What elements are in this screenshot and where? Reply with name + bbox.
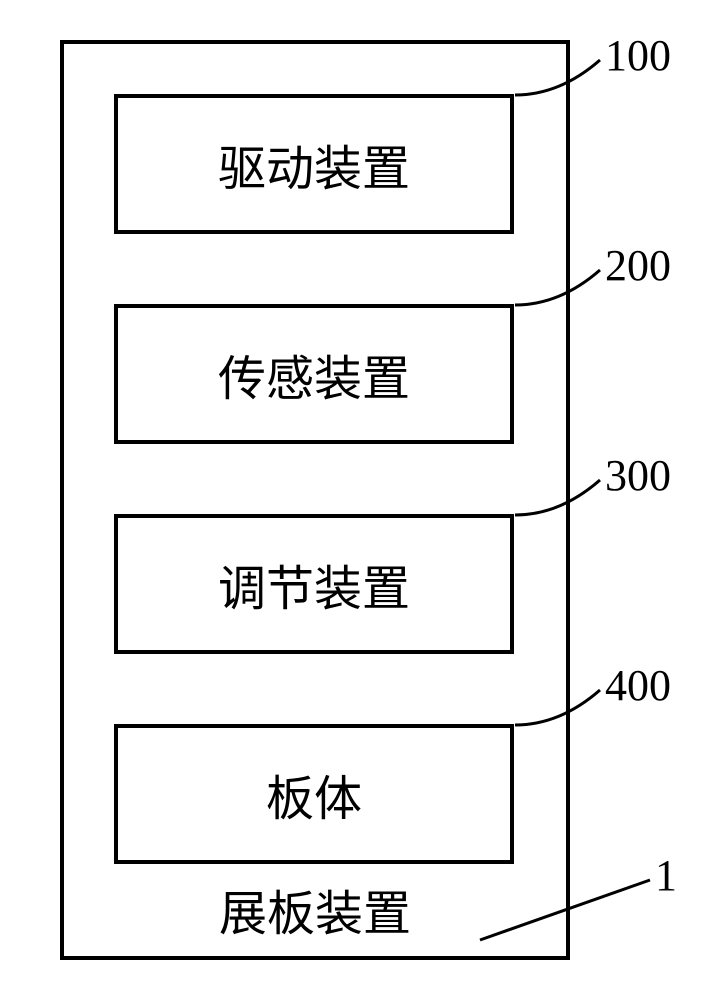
ref-100: 100 — [605, 30, 671, 81]
ref-1: 1 — [655, 850, 677, 901]
ref-200: 200 — [605, 240, 671, 291]
block-adjust-device: 调节装置 — [114, 514, 514, 654]
block-sensor-device: 传感装置 — [114, 304, 514, 444]
ref-300: 300 — [605, 450, 671, 501]
block-label: 传感装置 — [218, 339, 410, 409]
block-label: 板体 — [266, 759, 362, 829]
block-label: 驱动装置 — [218, 129, 410, 199]
ref-400: 400 — [605, 660, 671, 711]
container-box: 驱动装置 传感装置 调节装置 板体 展板装置 — [60, 40, 570, 960]
block-panel-body: 板体 — [114, 724, 514, 864]
block-drive-device: 驱动装置 — [114, 94, 514, 234]
container-label: 展板装置 — [219, 874, 411, 944]
block-label: 调节装置 — [218, 549, 410, 619]
